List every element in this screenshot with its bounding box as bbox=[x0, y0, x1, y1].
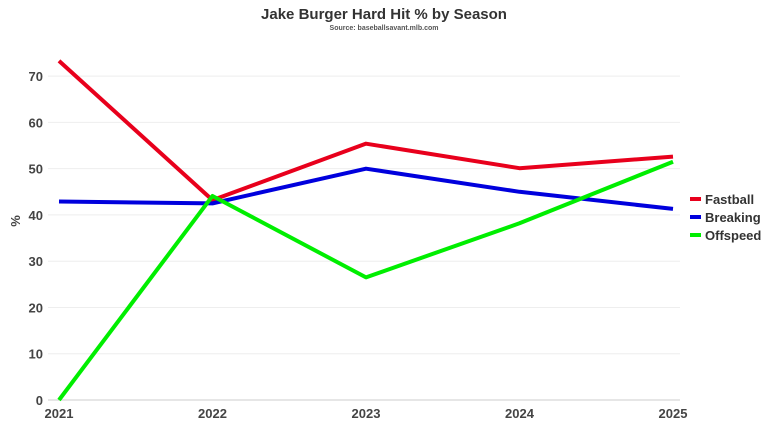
legend: Fastball Breaking Offspeed bbox=[690, 190, 761, 244]
x-tick-label: 2022 bbox=[198, 406, 227, 421]
y-tick-label: 30 bbox=[29, 254, 43, 269]
chart-title: Jake Burger Hard Hit % by Season bbox=[261, 6, 507, 23]
legend-item-breaking[interactable]: Breaking bbox=[690, 208, 761, 226]
y-tick-label: 60 bbox=[29, 115, 43, 130]
legend-label-fastball: Fastball bbox=[705, 191, 755, 207]
y-axis-label: % bbox=[8, 215, 23, 227]
legend-label-breaking: Breaking bbox=[705, 209, 761, 225]
y-tick-label: 0 bbox=[36, 393, 43, 408]
y-tick-labels: 0 10 20 30 40 50 60 70 bbox=[29, 69, 43, 408]
chart-subtitle: Source: baseballsavant.mlb.com bbox=[329, 25, 439, 32]
gridlines bbox=[48, 75, 680, 401]
x-tick-label: 2025 bbox=[659, 406, 688, 421]
y-tick-label: 40 bbox=[29, 208, 43, 223]
x-tick-label: 2023 bbox=[352, 406, 381, 421]
legend-swatch-breaking bbox=[690, 215, 701, 219]
series-line-offspeed[interactable] bbox=[57, 159, 674, 402]
x-tick-labels: 2021 2022 2023 2024 2025 bbox=[45, 406, 688, 421]
legend-label-offspeed: Offspeed bbox=[705, 227, 762, 243]
y-tick-label: 20 bbox=[29, 300, 43, 315]
y-tick-label: 50 bbox=[29, 162, 43, 177]
series-line-breaking[interactable] bbox=[58, 166, 674, 211]
legend-item-fastball[interactable]: Fastball bbox=[690, 190, 761, 208]
x-tick-label: 2024 bbox=[505, 406, 535, 421]
series-lines bbox=[57, 59, 674, 402]
series-line-fastball[interactable] bbox=[57, 59, 674, 203]
y-tick-label: 10 bbox=[29, 347, 43, 362]
legend-item-offspeed[interactable]: Offspeed bbox=[690, 226, 761, 244]
legend-swatch-fastball bbox=[690, 197, 701, 201]
y-tick-label: 70 bbox=[29, 69, 43, 84]
x-tick-label: 2021 bbox=[45, 406, 74, 421]
legend-swatch-offspeed bbox=[690, 233, 701, 237]
